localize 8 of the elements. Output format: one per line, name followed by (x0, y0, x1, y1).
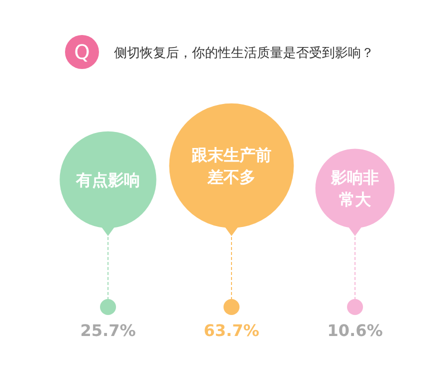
data-label: 63.7% (204, 321, 260, 340)
data-label: 10.6% (327, 321, 383, 340)
data-label: 25.7% (80, 321, 136, 340)
text: 侧切恢复后，你的性生活质量是否受到影响？ (114, 46, 374, 61)
category-label: 有点影响 (75, 170, 140, 190)
category-label: 影响非常大 (330, 168, 379, 209)
text: Q (74, 40, 90, 64)
category-label: 跟末生产前差不多 (190, 145, 272, 186)
